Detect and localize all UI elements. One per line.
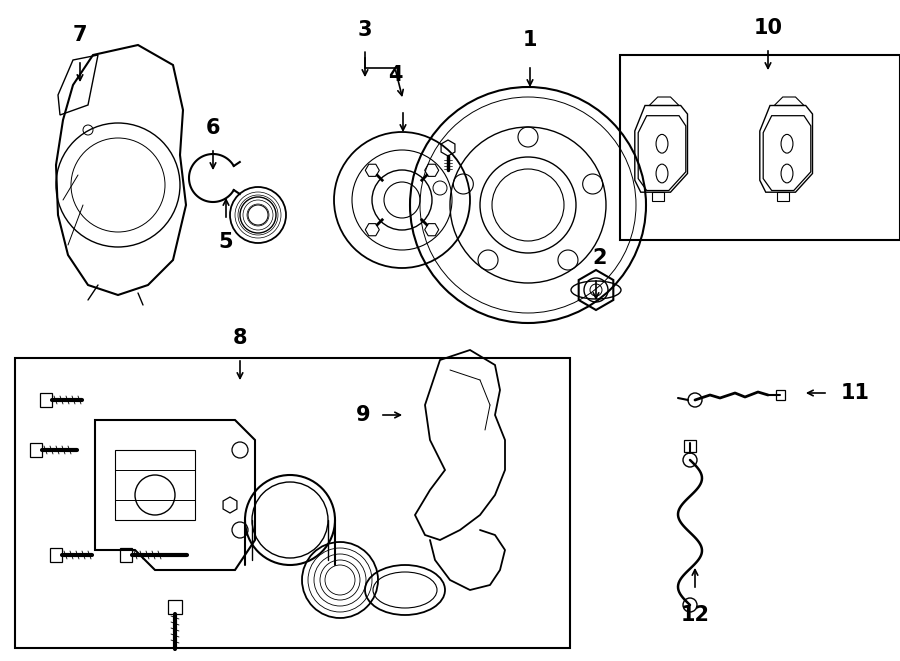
Text: 3: 3 bbox=[358, 20, 373, 40]
Text: 4: 4 bbox=[388, 65, 402, 85]
Bar bbox=[15, 358, 570, 648]
Text: 5: 5 bbox=[219, 232, 233, 252]
Text: 11: 11 bbox=[841, 383, 869, 403]
Text: 12: 12 bbox=[680, 605, 709, 625]
Text: 10: 10 bbox=[753, 18, 782, 38]
Text: 1: 1 bbox=[523, 30, 537, 50]
Text: 7: 7 bbox=[73, 25, 87, 45]
Text: 6: 6 bbox=[206, 118, 220, 138]
Text: 9: 9 bbox=[356, 405, 370, 425]
Text: 8: 8 bbox=[233, 328, 248, 348]
Text: 2: 2 bbox=[593, 248, 608, 268]
Bar bbox=[620, 55, 900, 240]
